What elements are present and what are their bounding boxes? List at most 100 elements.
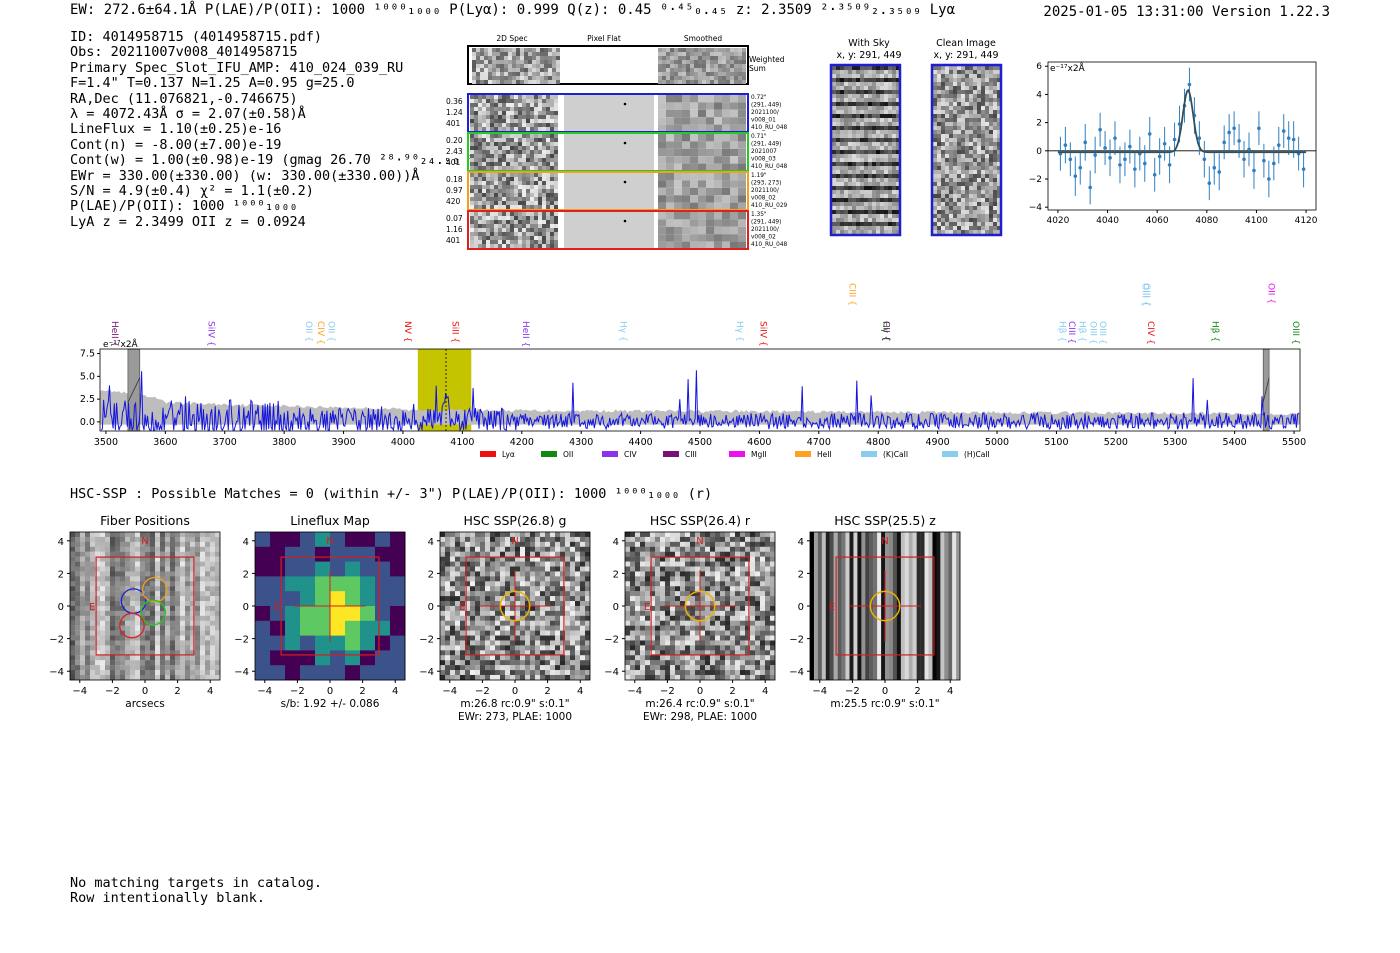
pixel (714, 202, 722, 210)
pixel (440, 635, 446, 641)
pixel (941, 226, 945, 230)
cutout-row-info: v008_02 (751, 235, 776, 241)
pixel (997, 202, 1001, 206)
pixel (506, 216, 510, 220)
flux-cell (360, 650, 376, 666)
pixel (937, 94, 941, 98)
flux-cell (330, 635, 346, 651)
pixel (997, 70, 1001, 74)
pixel (514, 103, 518, 107)
pixel (933, 74, 937, 78)
pixel (510, 635, 516, 641)
pixel (973, 90, 977, 94)
pixel (180, 532, 186, 538)
pixel (993, 202, 997, 206)
pixel (742, 76, 746, 80)
pixel (993, 94, 997, 98)
pixel (170, 610, 176, 616)
pixel (478, 111, 482, 115)
pixel (888, 198, 892, 202)
pixel (495, 581, 501, 587)
pixel (80, 601, 86, 607)
pixel (949, 142, 953, 146)
pixel (989, 158, 993, 162)
pixel (550, 645, 556, 651)
pixel (515, 546, 521, 552)
pixel (710, 56, 714, 60)
pixel (832, 154, 836, 158)
pixel (120, 541, 126, 547)
pixel (155, 532, 161, 538)
pixel (977, 170, 981, 174)
pixel (876, 134, 880, 138)
pixel (512, 64, 516, 68)
pixel (868, 142, 872, 146)
pixel (475, 650, 481, 656)
pixel (508, 48, 512, 52)
pixel (526, 185, 530, 189)
pixel (738, 64, 742, 68)
pixel (474, 224, 478, 228)
pixel-flat (564, 134, 654, 170)
pixel (844, 178, 848, 182)
clean-coords: x, y: 291, 449 (933, 50, 998, 61)
pixel (997, 150, 1001, 154)
pixel (490, 670, 496, 676)
pixel (538, 232, 542, 236)
pixel (525, 615, 531, 621)
pixel (961, 74, 965, 78)
pixel (525, 625, 531, 631)
pixel (530, 154, 534, 158)
pixel (465, 650, 471, 656)
pixel (195, 596, 201, 602)
cutout-row-stat: 0.20 (446, 136, 463, 145)
pixel (565, 541, 571, 547)
pixel (480, 605, 486, 612)
pixel (953, 166, 957, 170)
pixel (120, 625, 126, 631)
pixel (997, 166, 1001, 170)
pixel (150, 571, 156, 577)
pixel (455, 546, 461, 552)
pixel (933, 158, 937, 162)
pixel (872, 162, 876, 166)
pixel (880, 186, 884, 190)
pixel (145, 581, 151, 587)
pixel (658, 234, 666, 242)
pixel (658, 117, 666, 125)
pixel (130, 536, 136, 543)
pixel (90, 605, 96, 612)
pixel (989, 190, 993, 194)
pixel (981, 206, 985, 210)
pixel (852, 150, 856, 154)
pixel (120, 640, 126, 646)
pixel (465, 645, 471, 651)
pixel (526, 205, 530, 209)
pixel (957, 78, 961, 82)
pixel (868, 182, 872, 186)
pixel (500, 665, 506, 671)
pixel (515, 610, 521, 616)
pixel (475, 660, 481, 666)
pixel (961, 142, 965, 146)
pixel (450, 670, 456, 676)
pixel (860, 98, 864, 102)
zoom-point (1187, 82, 1192, 87)
pixel (490, 212, 494, 216)
pixel (505, 650, 511, 656)
pixel (706, 60, 710, 64)
pixel (555, 546, 561, 552)
pixel (180, 610, 186, 616)
info-line: LyA z = 2.3499 OII z = 0.0924 (70, 213, 306, 230)
pixel (981, 86, 985, 90)
pixel (957, 150, 961, 154)
pixel (185, 536, 191, 543)
pixel (482, 107, 486, 111)
pixel (538, 123, 542, 127)
pixel (480, 72, 484, 76)
pixel (706, 68, 710, 72)
pixel (110, 596, 116, 602)
pixel (505, 655, 511, 661)
pixel (868, 74, 872, 78)
